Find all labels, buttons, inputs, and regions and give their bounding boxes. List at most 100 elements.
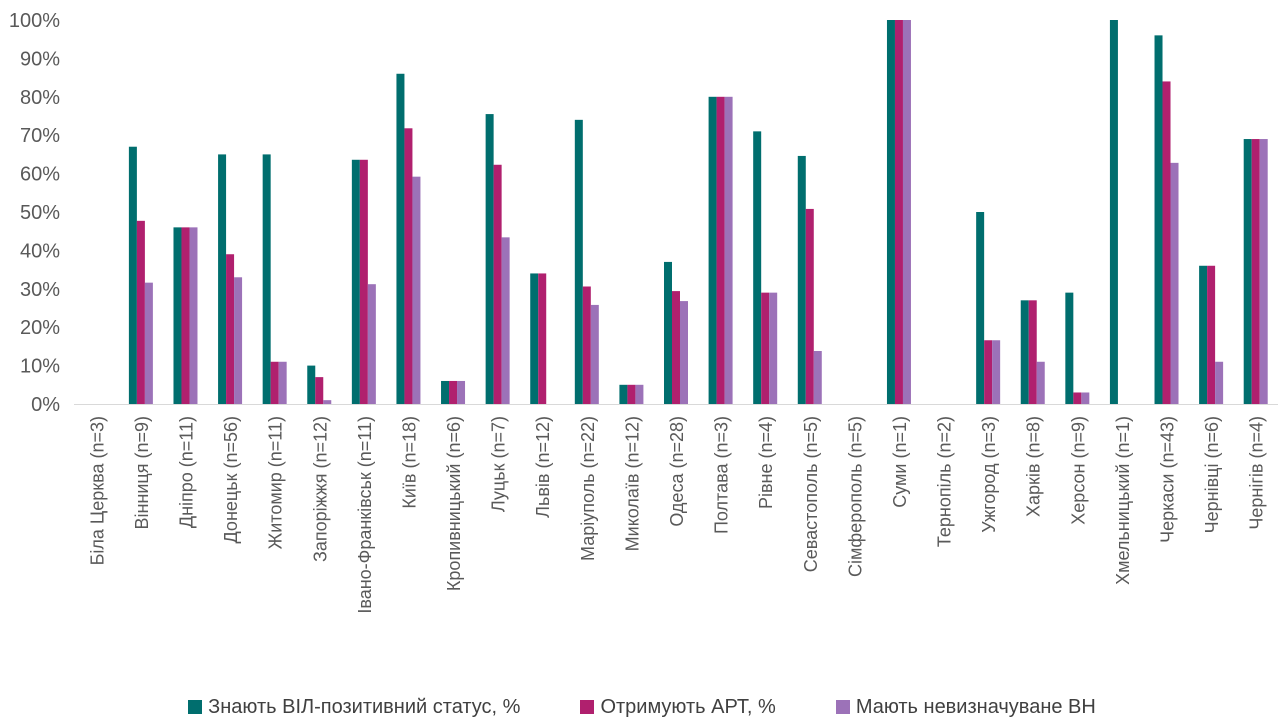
bar-series-2 — [769, 292, 778, 404]
x-tick-label: Луцьк (n=7) — [489, 416, 509, 512]
y-tick-label: 50% — [20, 202, 60, 224]
bar-series-0 — [1154, 35, 1163, 405]
x-tick-label: Харків (n=8) — [1024, 416, 1044, 517]
bar-series-0 — [173, 227, 182, 404]
bar-series-0 — [1199, 265, 1208, 404]
bar-series-1 — [1251, 139, 1260, 405]
bar-series-1 — [805, 208, 814, 404]
x-tick-label: Хмельницький (n=1) — [1113, 416, 1133, 585]
x-tick-label: Запоріжжя (n=12) — [310, 416, 330, 562]
bar-series-2 — [412, 176, 421, 404]
bar-series-1 — [672, 291, 680, 404]
legend-label-art: Отримують АРТ, % — [600, 695, 776, 718]
x-tick-label: Донецьк (n=56) — [221, 416, 241, 543]
bar-series-1 — [1162, 81, 1171, 404]
bar-series-0 — [574, 119, 583, 404]
x-tick-label: Маріуполь (n=22) — [578, 416, 598, 561]
x-tick-label: Івано-Франківськ (n=11) — [355, 416, 375, 614]
bar-series-0 — [1243, 139, 1252, 405]
legend-label-known-status: Знають ВІЛ-позитивний статус, % — [208, 695, 521, 718]
legend-swatch-known-status — [188, 700, 203, 714]
legend-item-art: Отримують АРТ, % — [580, 695, 776, 719]
x-tick-label: Одеса (n=28) — [667, 416, 687, 527]
bar-series-2 — [1215, 361, 1224, 404]
bar-series-2 — [1259, 139, 1268, 405]
x-tick-label: Тернопіль (n=2) — [935, 416, 955, 547]
bar-series-0 — [307, 365, 316, 404]
bar-series-1 — [1073, 392, 1082, 404]
bar-series-2 — [635, 384, 644, 404]
bar-series-1 — [1207, 265, 1216, 404]
bar-series-2 — [144, 282, 153, 404]
bar-series-1 — [449, 380, 458, 404]
bar-series-1 — [582, 286, 591, 404]
x-tick-label: Рівне (n=4) — [756, 416, 776, 509]
bar-series-2 — [501, 237, 510, 404]
x-tick-label: Дніпро (n=11) — [176, 416, 196, 528]
x-axis: Біла Церква (n=3) Вінниця (n=9) Дніпро (n=… — [74, 404, 1278, 614]
bar-series-2 — [457, 380, 466, 404]
bar-series-1 — [1028, 300, 1037, 404]
x-tick-label: Чернівці (n=6) — [1202, 416, 1222, 533]
y-axis: 0% 10% 20% 30% 40% 50% 60% 70% 80% 90% 100% — [9, 10, 60, 416]
bar-series-0 — [485, 114, 494, 404]
bar-series-0 — [1065, 292, 1074, 404]
bar-series-0 — [664, 261, 672, 404]
bar-series-0 — [708, 96, 717, 405]
legend-item-undetectable: Мають невизначуване ВН — [835, 695, 1096, 719]
bar-series-1 — [359, 159, 368, 404]
bar-series-2 — [234, 277, 243, 404]
x-tick-label: Сімферополь (n=5) — [845, 416, 865, 577]
y-tick-label: 100% — [9, 10, 60, 32]
bar-series-0 — [976, 212, 985, 404]
bar-series-1 — [315, 377, 324, 404]
x-tick-label: Житомир (n=11) — [266, 416, 286, 549]
y-tick-label: 30% — [20, 279, 60, 301]
bar-series-1 — [538, 273, 547, 404]
bar-series-0 — [619, 384, 628, 404]
bar-series-2 — [189, 227, 198, 404]
y-tick-label: 70% — [20, 125, 60, 147]
bar-series-2 — [1081, 392, 1090, 404]
bar-series-2 — [992, 340, 1001, 404]
bar-series-2 — [367, 284, 376, 404]
bar-series-1 — [761, 292, 770, 404]
bar-series-0 — [128, 146, 137, 404]
bar-series-1 — [984, 340, 993, 404]
x-tick-label: Черкаси (n=43) — [1158, 416, 1178, 543]
bar-series-1 — [493, 164, 502, 404]
x-tick-label: Севастополь (n=5) — [801, 416, 821, 572]
bar-series-1 — [716, 96, 725, 405]
bar-series-1 — [270, 361, 279, 404]
y-tick-label: 0% — [31, 394, 60, 416]
bar-series-0 — [753, 131, 762, 405]
x-tick-label: Херсон (n=9) — [1068, 416, 1088, 525]
bar-series-1 — [404, 128, 413, 404]
bar-series-1 — [627, 384, 636, 404]
bar-series-2 — [590, 304, 599, 404]
bar-series-0 — [530, 273, 539, 404]
bar-series-0 — [396, 73, 405, 404]
bar-series-0 — [797, 155, 806, 404]
y-tick-label: 60% — [20, 164, 60, 186]
y-tick-label: 80% — [20, 87, 60, 109]
x-tick-label: Вінниця (n=9) — [132, 416, 152, 530]
legend-swatch-undetectable — [835, 700, 850, 714]
bar-series-0 — [262, 154, 271, 404]
legend-label-undetectable: Мають невизначуване ВН — [855, 695, 1096, 718]
bars — [128, 20, 1268, 405]
bar-series-2 — [680, 301, 688, 404]
bar-series-2 — [1036, 361, 1045, 404]
bar-series-0 — [351, 159, 360, 404]
legend-item-known-status: Знають ВІЛ-позитивний статус, % — [188, 696, 520, 719]
x-tick-label: Біла Церква (n=3) — [87, 416, 107, 565]
x-tick-label: Миколаїв (n=12) — [622, 416, 642, 551]
legend-swatch-art — [580, 700, 595, 714]
bar-series-0 — [1020, 300, 1029, 404]
bar-chart: 0% 10% 20% 30% 40% 50% 60% 70% 80% 90% 100% Біла Ц… — [9, 10, 1278, 614]
bar-series-0 — [218, 154, 227, 404]
x-tick-label: Чернігів (n=4) — [1247, 416, 1267, 530]
bar-series-2 — [278, 361, 287, 404]
bar-series-1 — [226, 254, 235, 404]
